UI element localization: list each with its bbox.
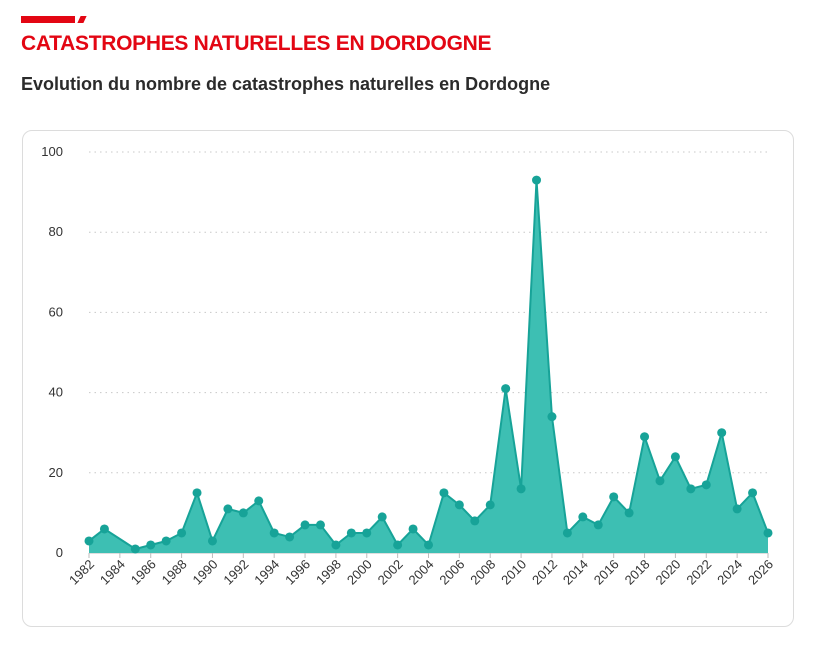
y-tick-label: 20 [49, 465, 63, 480]
data-point [269, 528, 279, 538]
data-point [130, 544, 140, 554]
x-tick-label: 2020 [652, 557, 683, 588]
x-tick-label: 1990 [190, 557, 221, 588]
data-point [285, 532, 295, 542]
data-point [624, 508, 634, 518]
x-tick-label: 2008 [467, 557, 498, 588]
x-tick-label: 2014 [560, 557, 591, 588]
data-point [300, 520, 310, 530]
data-point [439, 488, 449, 498]
data-point [748, 488, 758, 498]
x-tick-label: 2010 [498, 557, 529, 588]
data-point [146, 540, 156, 550]
data-point [424, 540, 433, 550]
data-point [686, 484, 696, 494]
data-point [315, 520, 325, 530]
series-line [88, 179, 769, 550]
y-tick-label: 0 [56, 545, 63, 560]
data-point [532, 175, 542, 185]
y-tick-label: 60 [49, 304, 63, 319]
x-tick-label: 2004 [406, 557, 437, 588]
data-point [501, 384, 511, 394]
data-point [393, 540, 403, 550]
x-tick-label: 1998 [313, 557, 344, 588]
data-point [701, 480, 711, 490]
data-point [454, 500, 464, 510]
data-point [408, 524, 418, 534]
data-point [655, 476, 665, 486]
data-point [223, 504, 233, 514]
data-point [207, 536, 217, 546]
chart-card: 0 20 40 60 80 100 1982 1984 1986 1988 1990 1992 1994… [22, 130, 794, 627]
x-tick-label: 1982 [66, 557, 97, 588]
y-tick-label: 40 [49, 385, 63, 400]
x-tick-label: 1994 [251, 557, 282, 588]
data-point [609, 492, 619, 502]
data-point [346, 528, 356, 538]
accent-bar-main [21, 16, 75, 23]
chart-title: Evolution du nombre de catastrophes natu… [21, 74, 551, 94]
data-point [177, 528, 187, 538]
data-point [84, 536, 94, 546]
x-tick-label: 2016 [591, 557, 622, 588]
x-tick-label: 2024 [714, 557, 745, 588]
data-point [192, 488, 202, 498]
section-title: CATASTROPHES NATURELLES EN DORDOGNE [21, 32, 492, 55]
x-tick-label: 2026 [745, 557, 776, 588]
data-point [99, 524, 109, 534]
accent-bar-tail [77, 16, 87, 23]
data-point [161, 536, 171, 546]
data-point [763, 528, 773, 538]
series-area [89, 180, 768, 553]
x-tick-label: 1992 [220, 557, 251, 588]
data-point [578, 512, 588, 522]
data-point [562, 528, 572, 538]
data-point [470, 516, 480, 526]
data-point [516, 484, 526, 494]
x-tick-label: 1988 [159, 557, 190, 588]
x-tick-label: 2006 [436, 557, 467, 588]
data-point [717, 428, 727, 438]
y-tick-label: 80 [49, 224, 63, 239]
x-tick-label: 2012 [529, 557, 560, 588]
x-tick-label: 1984 [97, 557, 128, 588]
x-tick-label: 2022 [683, 557, 714, 588]
x-tick-label: 2000 [344, 557, 375, 588]
x-tick-label: 2018 [622, 557, 653, 588]
x-tick-label: 2002 [375, 557, 406, 588]
data-point [362, 528, 372, 538]
data-point [670, 452, 680, 462]
y-tick-label: 100 [41, 144, 63, 159]
data-point [331, 540, 341, 550]
data-point [238, 508, 248, 518]
area-chart: 0 20 40 60 80 100 1982 1984 1986 1988 1990 1992 1994… [41, 144, 776, 588]
x-tick-label: 1986 [128, 557, 159, 588]
data-point [732, 504, 742, 514]
data-point [377, 512, 387, 522]
data-point [640, 432, 650, 442]
data-point [547, 412, 557, 422]
accent-bar [21, 16, 87, 23]
data-point [254, 496, 264, 506]
data-point [593, 520, 603, 530]
data-point [485, 500, 495, 510]
x-tick-label: 1996 [282, 557, 313, 588]
